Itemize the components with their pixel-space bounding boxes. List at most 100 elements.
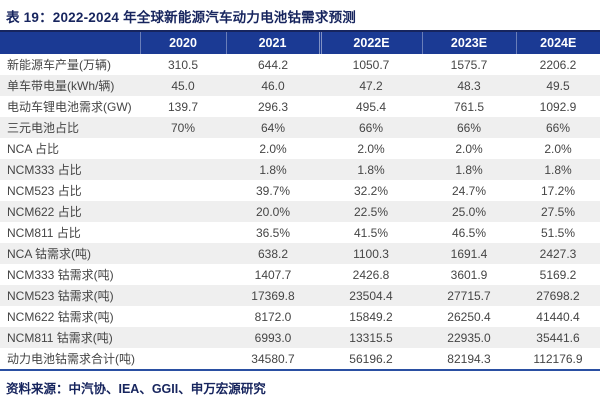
cell-value: 1575.7 <box>450 57 488 72</box>
cell-value: 1050.7 <box>352 57 390 72</box>
cell-value: 1100.3 <box>353 246 389 261</box>
cell-value: 5169.2 <box>539 267 577 282</box>
table-row: 电动车锂电池需求(GW) 139.7 296.3 495.4 761.5 1092.9 <box>0 96 600 117</box>
cell-value: 2.0% <box>259 141 287 156</box>
cell-value: 27715.7 <box>447 288 491 303</box>
forecast-table-wrap: 2020 2021 2022E 2023E 2024E 新能源车产量(万辆) 31… <box>0 32 600 371</box>
cell-value <box>140 159 226 180</box>
cell-value <box>140 264 226 285</box>
cell-value: 34580.7 <box>251 351 295 366</box>
cell-value: 41440.4 <box>536 309 580 324</box>
cell-value: 112176.9 <box>533 351 583 366</box>
table-row: NCM811 占比 36.5% 41.5% 46.5% 51.5% <box>0 222 600 243</box>
table-row: 动力电池钴需求合计(吨) 34580.7 56196.2 82194.3 112176.… <box>0 348 600 369</box>
cell-value <box>140 201 226 222</box>
cell-value: 46.5% <box>451 225 487 240</box>
cell-value: 1092.9 <box>539 99 577 114</box>
cell-value <box>140 327 226 348</box>
row-label: 三元电池占比 <box>7 121 80 135</box>
row-label: NCM811 钴需求(吨) <box>7 331 113 345</box>
cell-value: 22935.0 <box>447 330 491 345</box>
cell-value: 2.0% <box>357 141 385 156</box>
row-label: 电动车锂电池需求(GW) <box>7 100 132 114</box>
cell-value: 32.2% <box>353 183 389 198</box>
cell-value: 638.2 <box>257 246 289 261</box>
cell-value: 2206.2 <box>539 57 577 72</box>
header-row: 2020 2021 2022E 2023E 2024E <box>0 32 600 54</box>
cell-value: 36.5% <box>255 225 291 240</box>
cell-value: 46.0 <box>261 78 285 93</box>
column-header-2021: 2021 <box>225 32 320 54</box>
cell-value: 39.7% <box>255 183 291 198</box>
table-row: NCA 钴需求(吨) 638.2 1100.3 1691.4 2427.3 <box>0 243 600 264</box>
table-header: 2020 2021 2022E 2023E 2024E <box>0 32 600 54</box>
cell-value: 35441.6 <box>536 330 580 345</box>
cell-value: 139.7 <box>167 99 199 114</box>
cell-value: 15849.2 <box>349 309 393 324</box>
cell-value <box>140 222 226 243</box>
cell-value <box>140 138 226 159</box>
table-row: 单车带电量(kWh/辆) 45.0 46.0 47.2 48.3 49.5 <box>0 75 600 96</box>
row-label: NCM523 占比 <box>7 184 82 198</box>
column-header-label <box>0 32 140 54</box>
cell-value: 1.8% <box>259 162 287 177</box>
table-row: NCM333 钴需求(吨) 1407.7 2426.8 3601.9 5169.2 <box>0 264 600 285</box>
cell-value: 64% <box>260 120 286 135</box>
row-label: NCM523 钴需求(吨) <box>7 289 114 303</box>
page-title: 表 19：2022-2024 年全球新能源汽车动力电池钴需求预测 <box>0 0 600 32</box>
cell-value: 2.0% <box>544 141 572 156</box>
cell-value: 70% <box>170 120 196 135</box>
row-label: 动力电池钴需求合计(吨) <box>7 352 135 366</box>
cobalt-demand-forecast-table: 2020 2021 2022E 2023E 2024E 新能源车产量(万辆) 31… <box>0 32 600 369</box>
table-row: 新能源车产量(万辆) 310.5 644.2 1050.7 1575.7 2206.2 <box>0 54 600 75</box>
cell-value <box>140 180 226 201</box>
cell-value: 66% <box>456 120 482 135</box>
cell-value: 1691.4 <box>450 246 488 261</box>
cell-value: 41.5% <box>353 225 389 240</box>
cell-value: 644.2 <box>257 57 289 72</box>
column-header-2020: 2020 <box>139 32 226 54</box>
cell-value: 1.8% <box>455 162 483 177</box>
table-row: NCA 占比 2.0% 2.0% 2.0% 2.0% <box>0 138 600 159</box>
cell-value <box>140 243 226 264</box>
cell-value: 22.5% <box>353 204 389 219</box>
cell-value: 51.5% <box>540 225 576 240</box>
cell-value: 66% <box>545 120 571 135</box>
cell-value: 2427.3 <box>539 246 577 261</box>
cell-value: 47.2 <box>359 78 383 93</box>
cell-value: 23504.4 <box>349 288 393 303</box>
cell-value: 27698.2 <box>536 288 580 303</box>
table-row: NCM333 占比 1.8% 1.8% 1.8% 1.8% <box>0 159 600 180</box>
cell-value: 82194.3 <box>447 351 491 366</box>
row-label: NCM333 钴需求(吨) <box>7 268 114 282</box>
cell-value: 296.3 <box>257 99 289 114</box>
table-row: NCM523 占比 39.7% 32.2% 24.7% 17.2% <box>0 180 600 201</box>
cell-value: 761.5 <box>453 99 485 114</box>
cell-value: 26250.4 <box>447 309 491 324</box>
cell-value: 27.5% <box>540 204 576 219</box>
table-row: NCM622 钴需求(吨) 8172.0 15849.2 26250.4 41440.4 <box>0 306 600 327</box>
cell-value: 49.5 <box>546 78 570 93</box>
cell-value: 25.0% <box>451 204 487 219</box>
cell-value: 1.8% <box>357 162 385 177</box>
row-label: NCM622 占比 <box>7 205 82 219</box>
column-header-2022e: 2022E <box>318 32 422 54</box>
cell-value: 2426.8 <box>352 267 390 282</box>
cell-value: 2.0% <box>455 141 483 156</box>
cell-value: 56196.2 <box>349 351 393 366</box>
row-label: NCM622 钴需求(吨) <box>7 310 114 324</box>
cell-value <box>140 348 226 369</box>
table-row: NCM523 钴需求(吨) 17369.8 23504.4 27715.7 27698.… <box>0 285 600 306</box>
table-body: 新能源车产量(万辆) 310.5 644.2 1050.7 1575.7 2206.2 单车… <box>0 54 600 369</box>
cell-value: 3601.9 <box>450 267 488 282</box>
cell-value: 8172.0 <box>254 309 292 324</box>
table-row: NCM622 占比 20.0% 22.5% 25.0% 27.5% <box>0 201 600 222</box>
row-label: 新能源车产量(万辆) <box>7 58 111 72</box>
cell-value: 45.0 <box>171 78 195 93</box>
cell-value: 24.7% <box>451 183 487 198</box>
row-label: NCA 钴需求(吨) <box>7 247 92 261</box>
cell-value: 495.4 <box>355 99 387 114</box>
row-label: NCM333 占比 <box>7 163 82 177</box>
cell-value: 310.5 <box>167 57 199 72</box>
